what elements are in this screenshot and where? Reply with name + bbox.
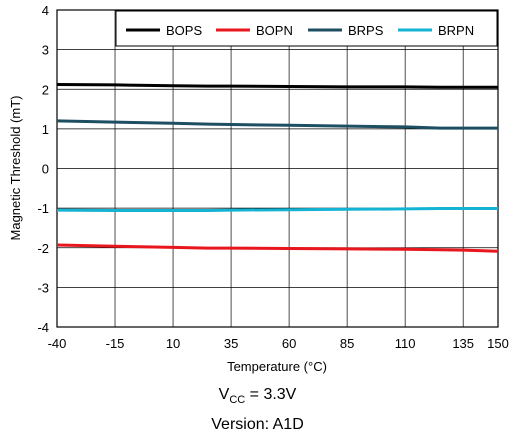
x-tick-label: -15	[106, 336, 125, 351]
legend-label-brpn: BRPN	[438, 23, 474, 38]
x-tick-label: 110	[395, 336, 416, 351]
x-tick-label: 10	[166, 336, 180, 351]
y-tick-label: -4	[37, 320, 49, 335]
vcc-value: = 3.3V	[245, 386, 297, 403]
series-line-bops	[56, 83, 498, 89]
x-tick-label: 135	[452, 336, 474, 351]
x-tick-label: 85	[340, 336, 354, 351]
plot-frame	[56, 9, 499, 328]
legend-label-brps: BRPS	[348, 23, 384, 38]
x-tick-label: 35	[224, 336, 238, 351]
grid-lines	[56, 9, 499, 328]
x-axis-label: Temperature (°C)	[227, 359, 327, 374]
y-tick-label: -2	[37, 241, 49, 256]
series-line-brps	[56, 119, 498, 130]
series-lines	[56, 83, 499, 253]
y-tick-label: 4	[42, 3, 49, 18]
series-line-brpn	[56, 207, 498, 212]
vcc-subscript: CC	[229, 394, 246, 407]
legend-label-bops: BOPS	[166, 23, 202, 38]
y-tick-label: 3	[42, 43, 49, 58]
y-tick-label: 1	[42, 122, 49, 137]
y-tick-label: -3	[37, 280, 49, 295]
x-tick-label: -40	[48, 336, 67, 351]
x-tick-label: 60	[282, 336, 296, 351]
legend-label-bopn: BOPN	[256, 23, 293, 38]
vcc-symbol: V	[218, 386, 230, 403]
legend-box	[115, 10, 498, 47]
y-tick-labels: 4 3 2 1 0 -1 -2 -3 -4	[37, 3, 49, 335]
version-label: Version: A1D	[211, 416, 304, 433]
series-line-bopn	[56, 243, 499, 253]
y-tick-label: -1	[37, 201, 49, 216]
y-axis-label: Magnetic Threshold (mT)	[8, 96, 23, 241]
y-tick-label: 2	[42, 82, 49, 97]
magnetic-threshold-chart: BOPS BOPN BRPS BRPN -40 -15 10 35 60 85 110 135 150…	[8, 3, 509, 374]
y-tick-label: 0	[42, 162, 49, 177]
x-tick-labels: -40 -15 10 35 60 85 110 135 150	[48, 336, 509, 351]
legend: BOPS BOPN BRPS BRPN	[115, 10, 498, 47]
x-tick-label: 150	[487, 336, 509, 351]
test-condition: VCC = 3.3V	[0, 386, 515, 406]
